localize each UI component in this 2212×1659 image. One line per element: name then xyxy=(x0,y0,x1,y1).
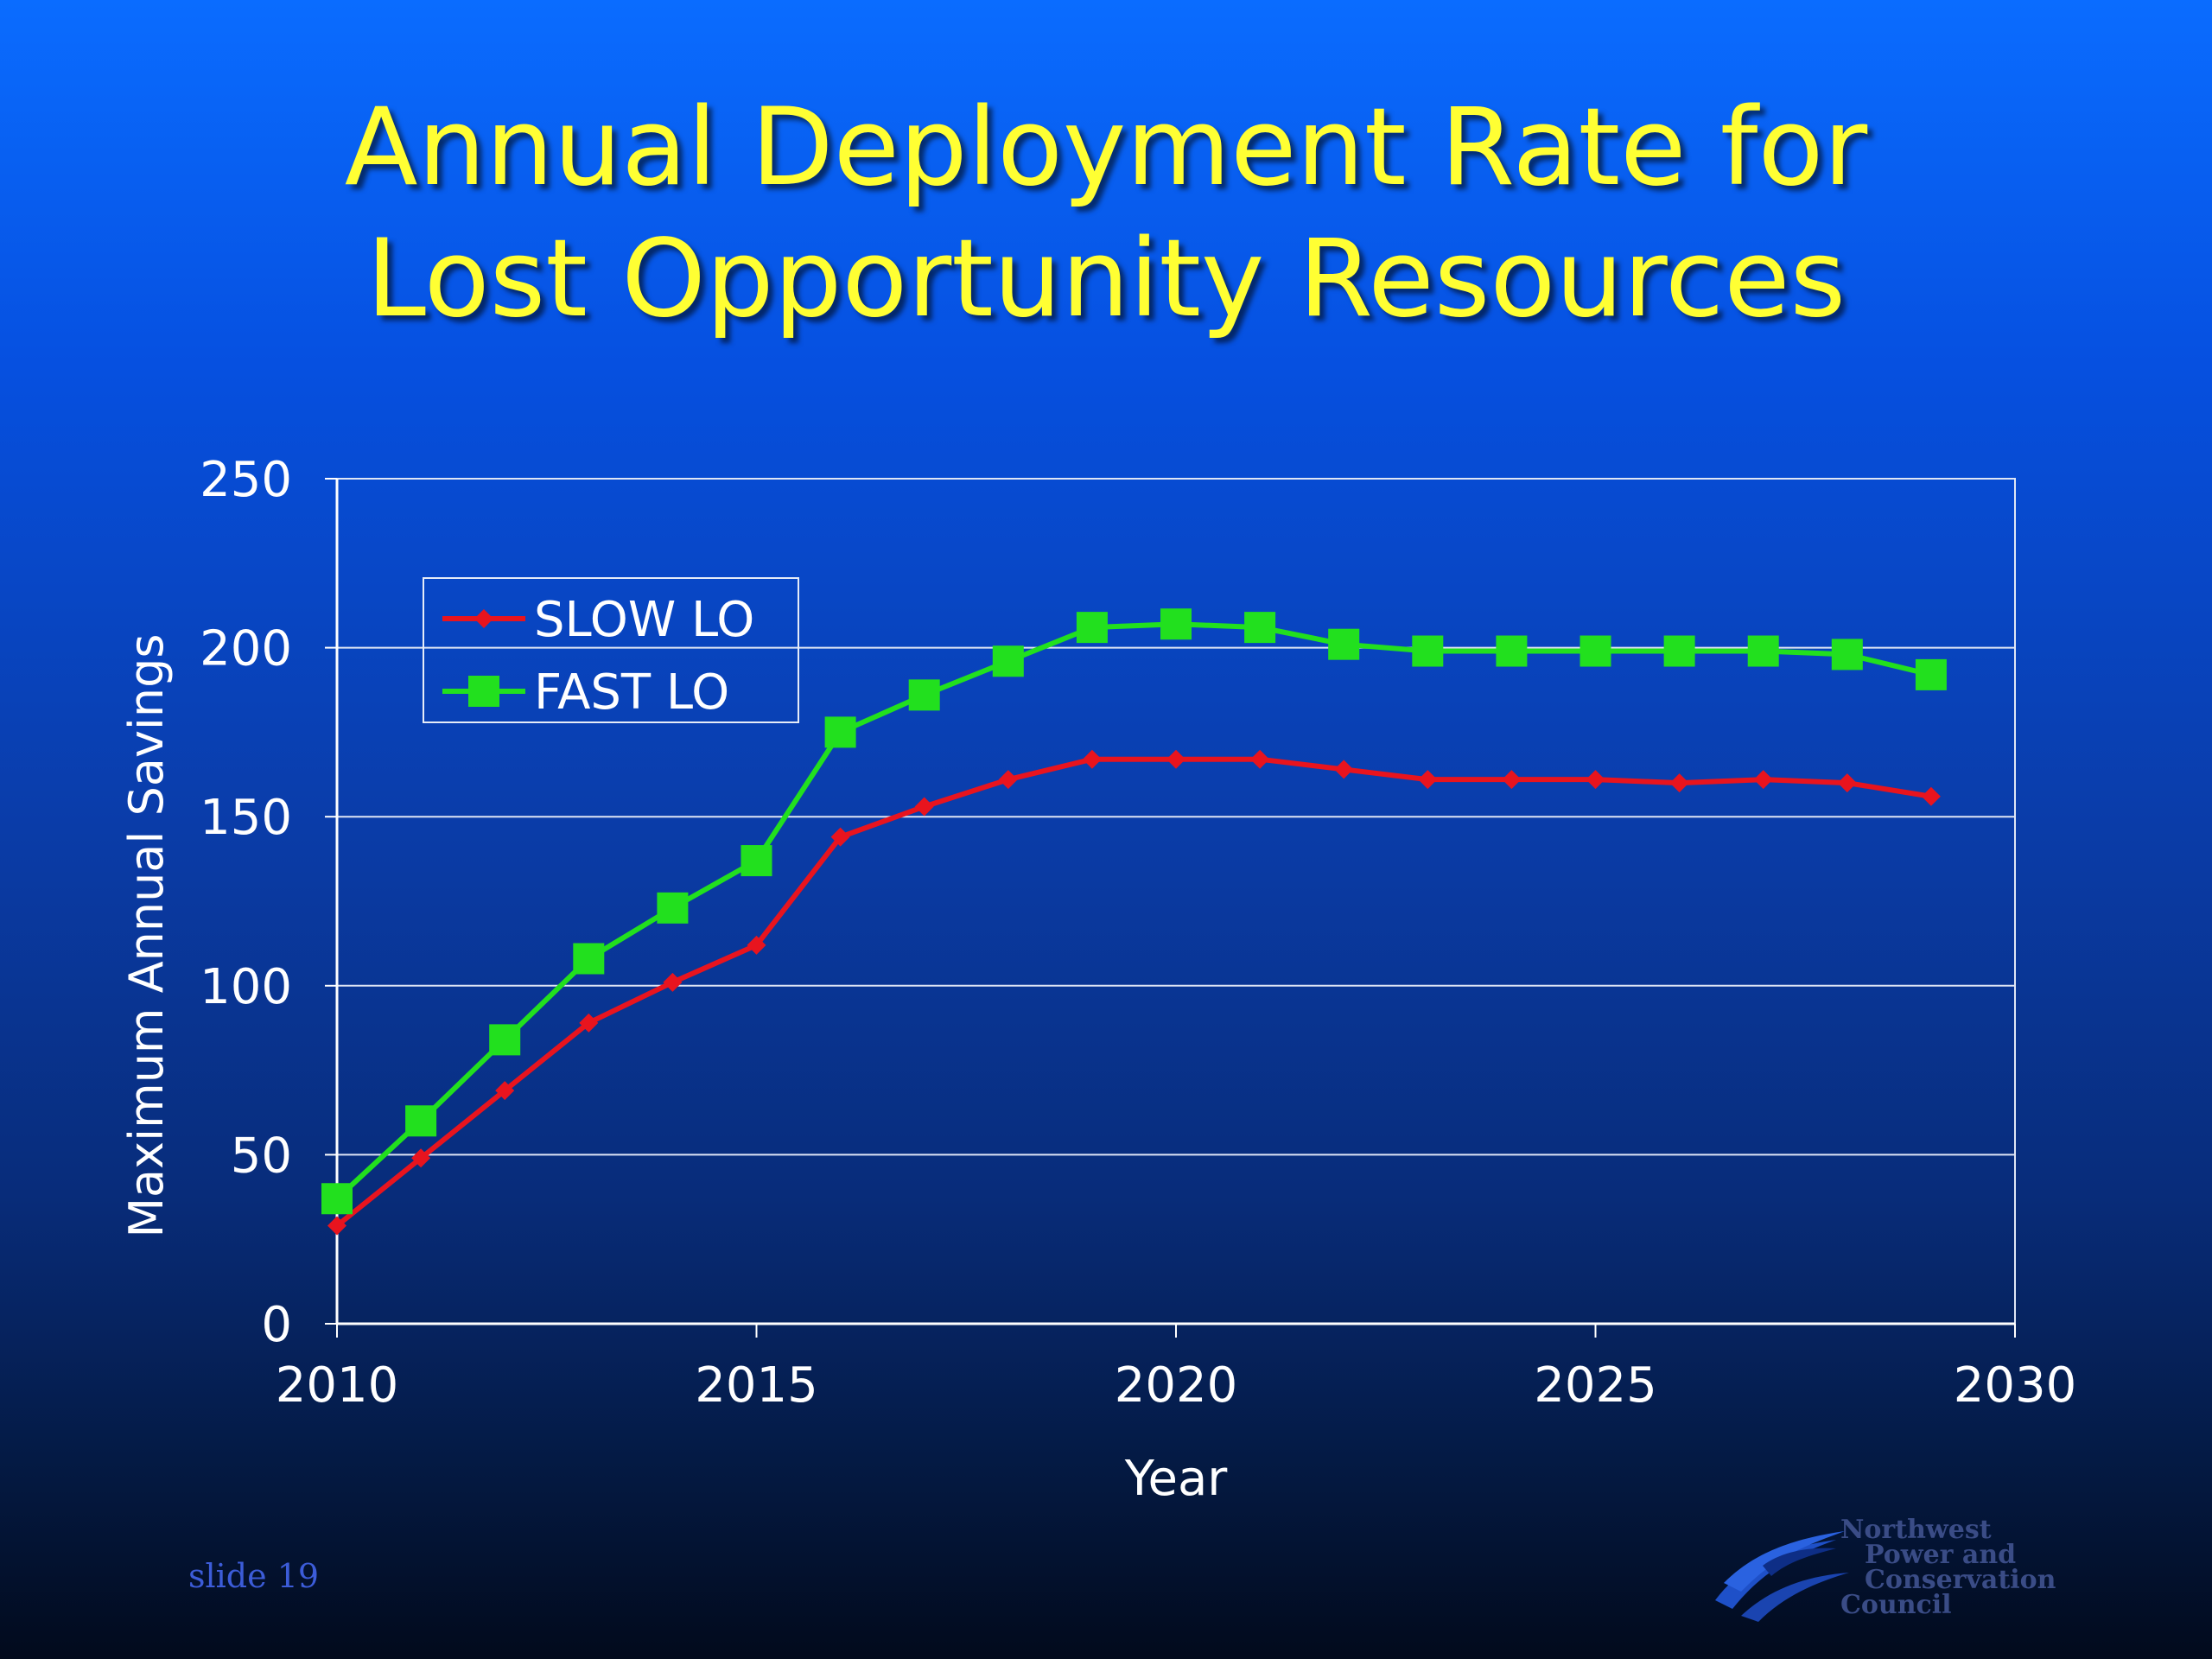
series-layer xyxy=(321,608,1947,1236)
slow-lo-point xyxy=(579,1013,599,1033)
slide-title: Annual Deployment Rate for Lost Opportun… xyxy=(0,82,2212,345)
gridlines xyxy=(337,478,2015,1156)
x-tick-label: 2015 xyxy=(695,1357,818,1414)
slow-lo-point xyxy=(1669,773,1689,793)
slow-lo-point xyxy=(1418,770,1438,790)
fast-lo-point xyxy=(405,1105,437,1137)
y-tick-label: 100 xyxy=(200,959,292,1015)
fast-lo-point xyxy=(992,645,1024,677)
slow-lo-point xyxy=(1753,770,1773,790)
x-tick-label: 2025 xyxy=(1534,1357,1657,1414)
fast-lo-point xyxy=(657,892,689,924)
title-line-2: Lost Opportunity Resources xyxy=(365,217,1847,341)
fast-lo-point xyxy=(1328,628,1360,660)
slow-lo-line xyxy=(335,756,1932,1228)
x-axis-label: Year xyxy=(1124,1451,1229,1507)
slow-lo-point xyxy=(495,1081,515,1101)
fast-lo-point xyxy=(1580,635,1611,667)
title-line-1: Annual Deployment Rate for xyxy=(344,86,1868,210)
fast-lo-point xyxy=(1412,635,1444,667)
council-logo: Northwest Power and Conservation Council xyxy=(1707,1514,2069,1626)
fast-lo-point xyxy=(1831,639,1863,671)
x-tick-label: 2020 xyxy=(1115,1357,1238,1414)
axes: 0 50 100 150 200 250 2010 2015 2020 2025 2030 xyxy=(200,452,2076,1414)
fast-lo-point xyxy=(1244,612,1276,644)
slow-lo-point xyxy=(1166,749,1185,769)
slow-lo-point xyxy=(474,609,493,628)
slow-lo-point xyxy=(747,935,766,955)
legend: SLOW LO FAST LO xyxy=(423,577,799,723)
fast-lo-point xyxy=(321,1183,353,1215)
fast-lo-point xyxy=(468,676,499,707)
slow-lo-point xyxy=(1921,786,1941,806)
slow-lo-point xyxy=(1082,749,1102,769)
slow-lo-point xyxy=(1502,770,1522,790)
slow-lo-series xyxy=(327,749,1941,1236)
slow-lo-point xyxy=(327,1216,346,1236)
y-axis-label: Maximum Annual Savings xyxy=(119,633,174,1237)
fast-lo-point xyxy=(1915,658,1947,690)
fast-lo-point xyxy=(1160,608,1192,640)
slow-lo-point xyxy=(1586,770,1605,790)
fast-lo-point xyxy=(908,679,940,711)
y-tick-label: 50 xyxy=(231,1128,292,1184)
fast-lo-point xyxy=(1663,635,1695,667)
fast-lo-point xyxy=(1496,635,1528,667)
fast-lo-point xyxy=(489,1024,521,1056)
x-tick-label: 2010 xyxy=(276,1357,399,1414)
logo-line-2: Power and xyxy=(1865,1540,2017,1570)
slow-lo-point xyxy=(914,797,934,817)
fast-lo-point xyxy=(1076,612,1108,644)
fast-lo-point xyxy=(573,943,605,975)
slide-number: slide 19 xyxy=(188,1557,320,1595)
fast-lo-series xyxy=(321,608,1947,1215)
logo-line-3: Conservation xyxy=(1865,1565,2056,1595)
slow-lo-point xyxy=(998,770,1018,790)
y-tick-label: 200 xyxy=(200,621,292,677)
logo-line-1: Northwest xyxy=(1840,1515,1992,1545)
legend-box xyxy=(423,577,799,723)
wave-logo-icon xyxy=(1715,1531,1849,1622)
x-tick-label: 2030 xyxy=(1954,1357,2077,1414)
fast-lo-point xyxy=(741,845,772,877)
slow-lo-point xyxy=(1334,760,1354,779)
logo-line-4: Council xyxy=(1840,1590,1952,1620)
slow-lo-point xyxy=(830,827,850,847)
fast-lo-point xyxy=(1747,635,1779,667)
legend-entry: FAST LO xyxy=(534,664,729,721)
legend-entry: SLOW LO xyxy=(534,592,754,648)
y-tick-label: 150 xyxy=(200,790,292,846)
slow-lo-point xyxy=(1837,773,1857,793)
slow-lo-point xyxy=(1250,749,1270,769)
slow-lo-point xyxy=(411,1148,431,1168)
slow-lo-point xyxy=(663,972,683,992)
logo-wordmark: Northwest Power and Conservation Council xyxy=(1840,1517,2056,1618)
y-tick-label: 250 xyxy=(200,452,292,508)
y-tick-label: 0 xyxy=(261,1297,292,1353)
fast-lo-point xyxy=(824,716,856,748)
